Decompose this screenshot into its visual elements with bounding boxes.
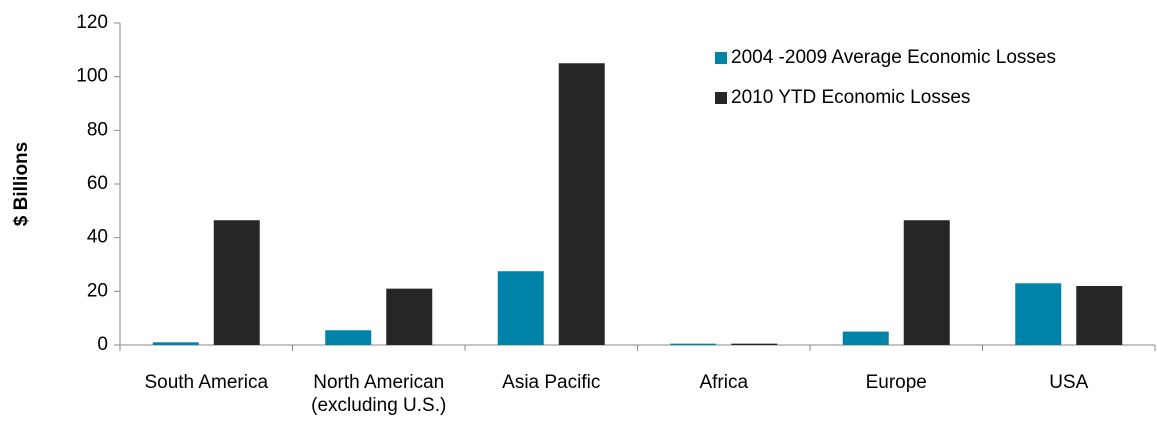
bar <box>386 288 433 345</box>
y-tick-label: 120 <box>76 12 108 33</box>
x-tick-label: South America <box>144 372 269 393</box>
legend-swatch <box>715 92 727 104</box>
bar <box>558 63 605 345</box>
bar <box>152 342 199 345</box>
x-tick-label: North American (excluding U.S.) <box>311 372 447 416</box>
y-tick-label: 100 <box>76 66 108 87</box>
y-tick-label: 0 <box>97 334 108 355</box>
x-tick-label: Asia Pacific <box>502 372 601 393</box>
bar <box>1015 283 1062 345</box>
x-tick-label: Europe <box>865 372 927 393</box>
bar <box>325 330 372 345</box>
x-tick-label: USA <box>1049 372 1089 393</box>
y-tick-label: 80 <box>87 119 108 140</box>
bar <box>1076 285 1123 345</box>
x-tick-label: Africa <box>699 372 749 393</box>
bar <box>213 220 260 345</box>
y-tick-label: 40 <box>87 227 108 248</box>
bar <box>842 331 889 345</box>
y-tick-label: 60 <box>87 173 108 194</box>
legend-label: 2010 YTD Economic Losses <box>731 87 970 108</box>
bar <box>670 343 717 345</box>
bar <box>903 220 950 345</box>
y-tick-label: 20 <box>87 280 108 301</box>
legend-label: 2004 -2009 Average Economic Losses <box>731 47 1056 68</box>
legend-swatch <box>715 52 727 64</box>
y-axis-label: $ Billions <box>11 142 32 226</box>
bar <box>731 343 778 345</box>
bar <box>497 271 544 345</box>
